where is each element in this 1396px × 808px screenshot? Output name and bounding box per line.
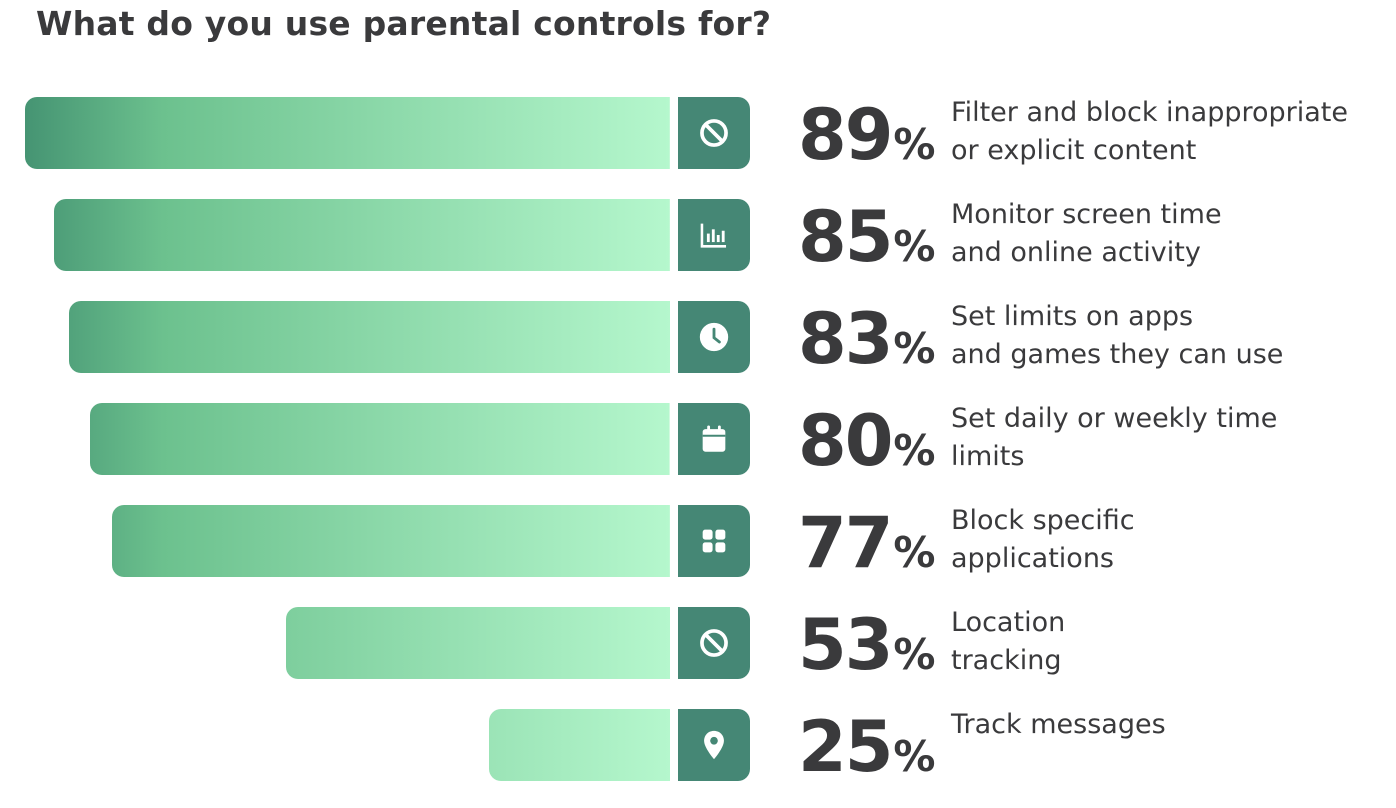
- category-label: Filter and block inappropriate or explici…: [951, 94, 1391, 170]
- category-label-line: Monitor screen time: [951, 199, 1222, 230]
- percent-value: 77: [798, 502, 893, 584]
- block-icon: [700, 629, 728, 657]
- bar: [112, 505, 670, 577]
- category-label-line: or explicit content: [951, 135, 1197, 166]
- chart-title: What do you use parental controls for?: [36, 4, 772, 43]
- category-label-line: applications: [951, 543, 1115, 574]
- bar-row: 77% Block specific applications: [0, 505, 1396, 579]
- bar: [54, 199, 670, 271]
- percent-sign: %: [893, 630, 936, 679]
- clock-icon: [699, 322, 729, 352]
- category-label-line: and online activity: [951, 237, 1201, 268]
- bar: [68, 301, 670, 373]
- bar-row: 80% Set daily or weekly time limits: [0, 403, 1396, 477]
- icon-box: [678, 403, 750, 475]
- icon-box: [678, 505, 750, 577]
- category-label-line: tracking: [951, 645, 1062, 676]
- icon-box: [678, 607, 750, 679]
- percent-sign: %: [893, 426, 936, 475]
- data-label: 77%: [798, 507, 936, 579]
- bar-row: 25% Track messages: [0, 709, 1396, 783]
- category-label-line: Set limits on apps: [951, 301, 1194, 332]
- icon-box: [678, 709, 750, 781]
- data-label: 89%: [798, 99, 936, 171]
- bar-chart-icon: [700, 223, 727, 248]
- percent-sign: %: [893, 528, 936, 577]
- category-label-line: Filter and block inappropriate: [951, 97, 1348, 128]
- icon-box: [678, 199, 750, 271]
- data-label: 53%: [798, 609, 936, 681]
- location-pin-icon: [704, 730, 724, 760]
- percent-sign: %: [893, 324, 936, 373]
- data-label: 85%: [798, 201, 936, 273]
- percent-sign: %: [893, 120, 936, 169]
- block-icon: [700, 119, 728, 147]
- percent-value: 85: [798, 196, 893, 278]
- bar: [90, 403, 670, 475]
- data-label: 83%: [798, 303, 936, 375]
- icon-box: [678, 301, 750, 373]
- category-label-line: limits: [951, 441, 1025, 472]
- category-label-line: Set daily or weekly time: [951, 403, 1278, 434]
- category-label: Monitor screen time and online activity: [951, 196, 1391, 272]
- category-label: Set daily or weekly time limits: [951, 400, 1391, 476]
- percent-sign: %: [893, 222, 936, 271]
- percent-value: 53: [798, 604, 893, 686]
- icon-box: [678, 97, 750, 169]
- percent-value: 83: [798, 298, 893, 380]
- category-label: Block specific applications: [951, 502, 1391, 578]
- category-label: Track messages: [951, 706, 1391, 744]
- bar: [25, 97, 670, 169]
- bar-row: 89% Filter and block inappropriate or expl…: [0, 97, 1396, 171]
- apps-grid-icon: [702, 529, 726, 553]
- bar: [286, 607, 670, 679]
- calendar-icon: [702, 425, 726, 452]
- data-label: 80%: [798, 405, 936, 477]
- bar: [488, 709, 670, 781]
- percent-value: 80: [798, 400, 893, 482]
- bar-row: 53% Location tracking: [0, 607, 1396, 681]
- category-label: Set limits on apps and games they can use: [951, 298, 1391, 374]
- percent-sign: %: [893, 732, 936, 781]
- bar-row: 83% Set limits on apps and games they can …: [0, 301, 1396, 375]
- percent-value: 25: [798, 706, 893, 788]
- category-label-line: Location: [951, 607, 1066, 638]
- category-label-line: Track messages: [951, 709, 1166, 740]
- data-label: 25%: [798, 711, 936, 783]
- percent-value: 89: [798, 94, 893, 176]
- category-label: Location tracking: [951, 604, 1391, 680]
- category-label-line: and games they can use: [951, 339, 1284, 370]
- category-label-line: Block specific: [951, 505, 1135, 536]
- bar-row: 85% Monitor screen time and online activit…: [0, 199, 1396, 273]
